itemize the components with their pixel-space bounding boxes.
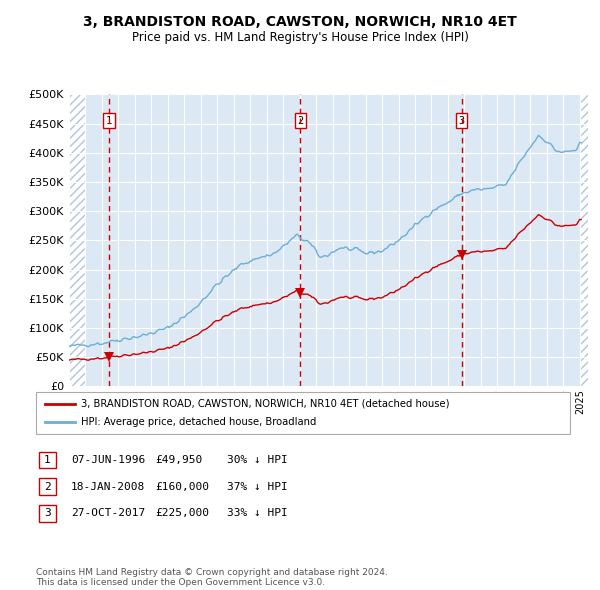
Bar — [69, 94, 85, 386]
Text: Contains HM Land Registry data © Crown copyright and database right 2024.
This d: Contains HM Land Registry data © Crown c… — [36, 568, 388, 587]
Text: 3: 3 — [44, 509, 51, 518]
Text: 33% ↓ HPI: 33% ↓ HPI — [227, 509, 287, 518]
Text: 3, BRANDISTON ROAD, CAWSTON, NORWICH, NR10 4ET (detached house): 3, BRANDISTON ROAD, CAWSTON, NORWICH, NR… — [81, 399, 449, 409]
Text: 2: 2 — [44, 482, 51, 491]
Text: HPI: Average price, detached house, Broadland: HPI: Average price, detached house, Broa… — [81, 417, 316, 427]
Text: 1: 1 — [106, 116, 112, 126]
Text: 27-OCT-2017: 27-OCT-2017 — [71, 509, 145, 518]
Text: 2: 2 — [298, 116, 304, 126]
Bar — [69, 94, 85, 386]
Text: £225,000: £225,000 — [155, 509, 209, 518]
Text: 37% ↓ HPI: 37% ↓ HPI — [227, 482, 287, 491]
Text: £49,950: £49,950 — [155, 455, 202, 465]
Text: 1: 1 — [44, 455, 51, 465]
Text: Price paid vs. HM Land Registry's House Price Index (HPI): Price paid vs. HM Land Registry's House … — [131, 31, 469, 44]
Bar — [580, 94, 588, 386]
Text: 30% ↓ HPI: 30% ↓ HPI — [227, 455, 287, 465]
Text: 3, BRANDISTON ROAD, CAWSTON, NORWICH, NR10 4ET: 3, BRANDISTON ROAD, CAWSTON, NORWICH, NR… — [83, 15, 517, 29]
Text: £160,000: £160,000 — [155, 482, 209, 491]
Text: 07-JUN-1996: 07-JUN-1996 — [71, 455, 145, 465]
Text: 18-JAN-2008: 18-JAN-2008 — [71, 482, 145, 491]
Bar — [580, 94, 588, 386]
Text: 3: 3 — [458, 116, 465, 126]
